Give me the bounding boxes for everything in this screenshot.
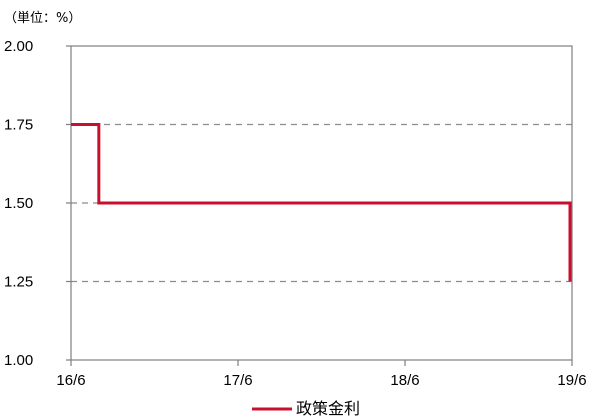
unit-label: （単位：%） <box>4 10 81 26</box>
x-tick-label-0: 16/6 <box>56 372 85 389</box>
series-group <box>70 123 572 282</box>
legend-label-policy-rate: 政策金利 <box>296 399 360 418</box>
x-tick-labels: 16/6 17/6 18/6 19/6 <box>56 372 586 389</box>
y-tick-label-3: 1.25 <box>4 274 33 291</box>
y-tick-label-2: 1.50 <box>4 195 33 212</box>
x-tick-label-2: 18/6 <box>390 372 419 389</box>
axes <box>66 45 573 366</box>
x-tick-label-3: 19/6 <box>557 372 586 389</box>
y-tick-labels: 2.00 1.75 1.50 1.25 1.00 <box>4 38 33 369</box>
x-tick-label-1: 17/6 <box>223 372 252 389</box>
y-tick-label-1: 1.75 <box>4 117 33 134</box>
series-line-0 <box>71 123 572 282</box>
legend: 政策金利 <box>252 399 360 418</box>
y-tick-label-4: 1.00 <box>4 352 33 369</box>
y-tick-label-0: 2.00 <box>4 38 33 55</box>
